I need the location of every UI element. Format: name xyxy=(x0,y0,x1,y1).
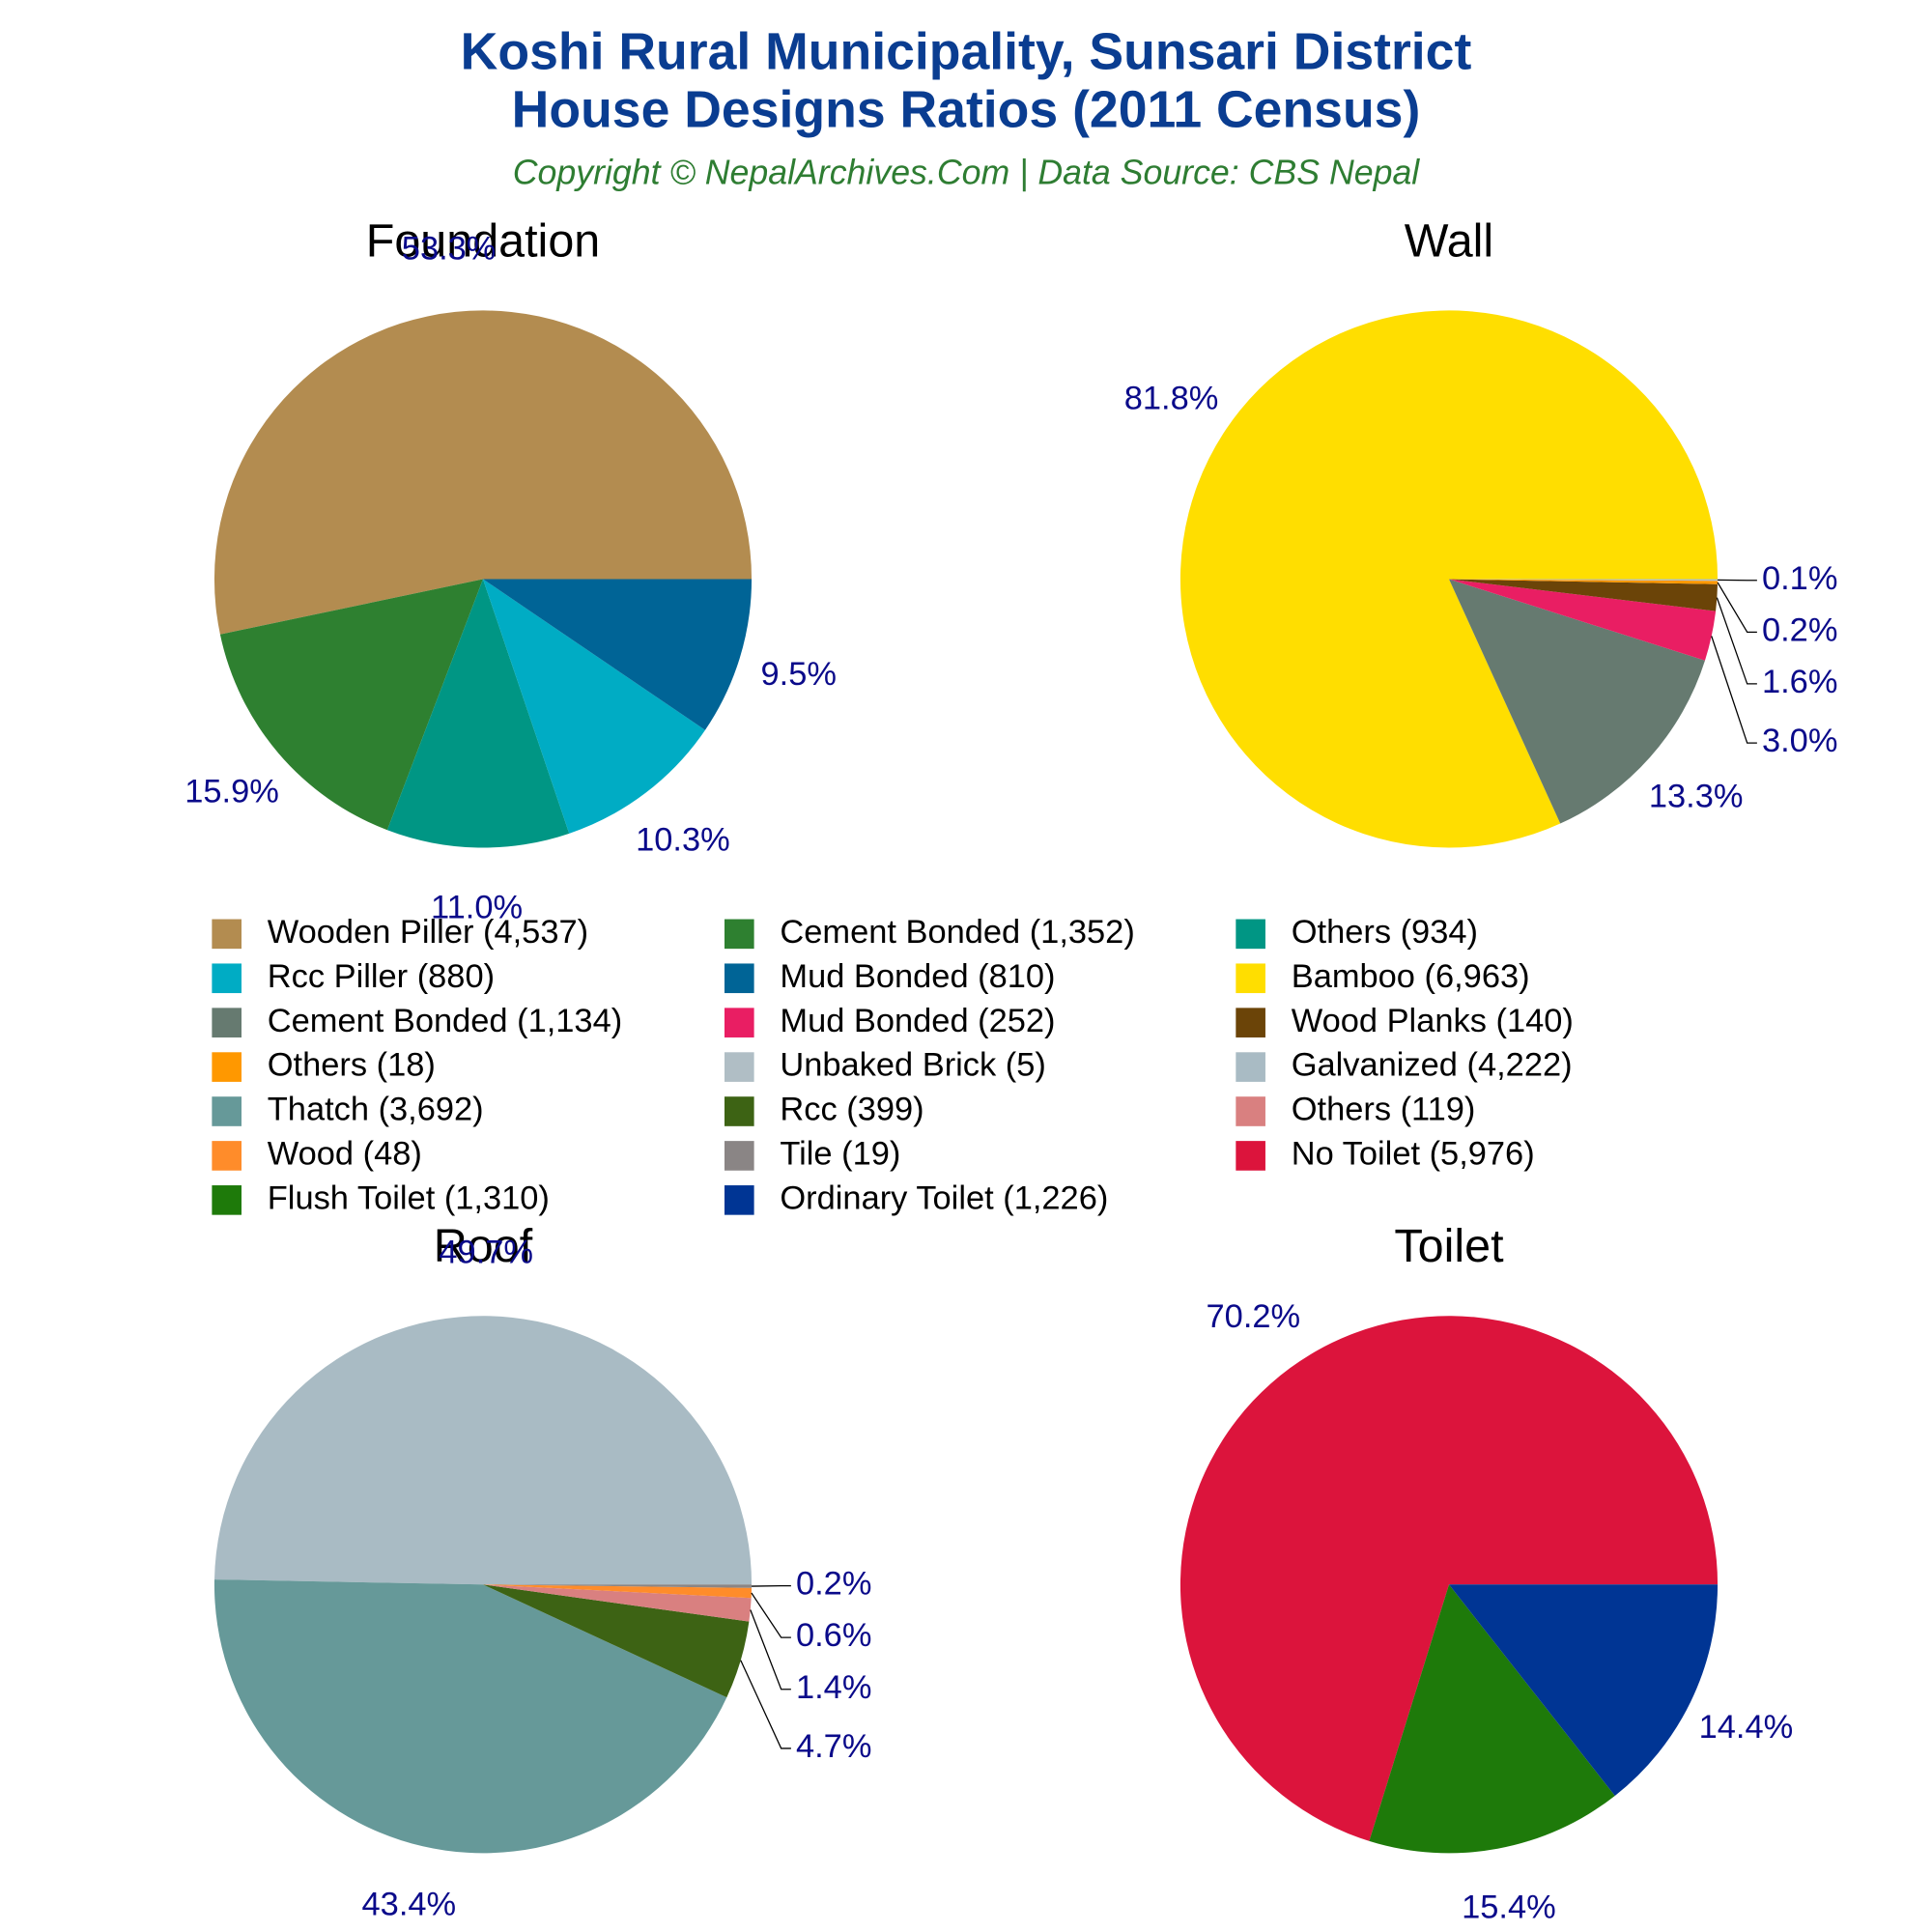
data-label: 4.7% xyxy=(796,1728,871,1765)
legend-swatch xyxy=(212,1008,242,1037)
leader-line xyxy=(1716,597,1757,685)
legend-swatch xyxy=(1236,1096,1265,1126)
data-label: 11.0% xyxy=(431,889,523,925)
legend-swatch xyxy=(724,963,754,994)
pie-slice xyxy=(483,579,705,834)
data-label: 0.1% xyxy=(1762,560,1837,597)
legend-swatch xyxy=(724,1052,754,1082)
data-label: 1.6% xyxy=(1762,664,1837,700)
pie-slice xyxy=(219,579,483,831)
legend-label: No Toilet (5,976) xyxy=(1292,1136,1535,1173)
legend-label: Thatch (3,692) xyxy=(268,1092,484,1128)
legend-label: Mud Bonded (252) xyxy=(780,1003,1055,1039)
legend-swatch xyxy=(724,1096,754,1126)
legend-swatch xyxy=(724,1008,754,1037)
pie-slice xyxy=(483,579,753,730)
data-label: 9.5% xyxy=(760,656,836,693)
legend-swatch xyxy=(212,1141,242,1171)
data-label: 0.2% xyxy=(1762,611,1837,648)
legend-swatch xyxy=(212,1096,242,1126)
pie-slice xyxy=(1449,579,1719,611)
data-label: 43.4% xyxy=(362,1887,457,1923)
legend-swatch xyxy=(724,1141,754,1171)
leader-line xyxy=(750,1609,791,1690)
pie-slice xyxy=(1179,310,1719,848)
legend-swatch xyxy=(724,919,754,950)
pie-slice xyxy=(1449,579,1705,824)
legend-swatch xyxy=(212,1185,242,1215)
pie-slice xyxy=(1449,579,1719,582)
data-label: 53.3% xyxy=(402,231,497,268)
leader-line xyxy=(740,1660,791,1749)
legend-label: Wood Planks (140) xyxy=(1292,1003,1574,1039)
legend-swatch xyxy=(1236,963,1265,994)
legend-label: Bamboo (6,963) xyxy=(1292,958,1530,995)
legend-label: Tile (19) xyxy=(780,1136,900,1173)
data-label: 70.2% xyxy=(1207,1298,1301,1335)
leader-line xyxy=(751,1592,791,1638)
legend-swatch xyxy=(1236,1008,1265,1037)
pie-slice xyxy=(1369,1584,1615,1854)
legend-label: Ordinary Toilet (1,226) xyxy=(780,1179,1108,1216)
legend-label: Wood (48) xyxy=(268,1136,422,1173)
pie-title: Foundation xyxy=(366,214,600,267)
pie-slice xyxy=(1449,1584,1719,1796)
legend-label: Others (119) xyxy=(1292,1092,1476,1128)
pie-slice xyxy=(1449,579,1717,661)
data-label: 3.0% xyxy=(1762,723,1837,759)
leader-line xyxy=(1717,582,1757,633)
pie-slice xyxy=(483,1584,750,1698)
legend-swatch xyxy=(1236,1052,1265,1082)
pie-slice xyxy=(483,1584,753,1599)
pie-slice xyxy=(213,1579,727,1854)
data-label: 81.8% xyxy=(1124,381,1219,417)
legend-label: Others (934) xyxy=(1292,914,1478,951)
data-label: 15.4% xyxy=(1462,1889,1556,1926)
legend-label: Cement Bonded (1,352) xyxy=(780,914,1134,951)
pie-slice xyxy=(1449,579,1719,584)
legend-label: Mud Bonded (810) xyxy=(780,958,1055,995)
pie-title: Roof xyxy=(434,1220,533,1272)
data-label: 10.3% xyxy=(636,822,730,859)
subtitle: Copyright © NepalArchives.Com | Data Sou… xyxy=(513,154,1421,192)
legend-label: Galvanized (4,222) xyxy=(1292,1047,1573,1084)
pie-slice xyxy=(386,579,570,848)
data-label: 49.7% xyxy=(439,1235,533,1271)
data-label: 13.3% xyxy=(1649,778,1744,814)
pie-slice xyxy=(1179,1316,1719,1841)
pie-slice xyxy=(483,1584,752,1622)
pie-slice xyxy=(213,310,753,635)
legend-swatch xyxy=(212,919,242,950)
data-label: 1.4% xyxy=(796,1669,871,1706)
legend-swatch xyxy=(212,963,242,994)
title-line: House Designs Ratios (2011 Census) xyxy=(512,82,1421,139)
data-label: 15.9% xyxy=(185,774,279,810)
legend-label: Flush Toilet (1,310) xyxy=(268,1179,550,1216)
pie-slice xyxy=(213,1316,753,1585)
legend-swatch xyxy=(724,1185,754,1215)
legend-label: Rcc Piller (880) xyxy=(268,958,495,995)
legend-label: Others (18) xyxy=(268,1047,436,1084)
leader-line xyxy=(1711,636,1757,744)
legend-swatch xyxy=(1236,1141,1265,1171)
pie-title: Toilet xyxy=(1394,1220,1504,1272)
pie-slice xyxy=(483,1584,753,1588)
legend-label: Wooden Piller (4,537) xyxy=(268,914,588,951)
data-label: 14.4% xyxy=(1699,1709,1794,1746)
legend-swatch xyxy=(212,1052,242,1082)
legend-swatch xyxy=(1236,919,1265,950)
data-label: 0.2% xyxy=(796,1566,871,1603)
data-label: 0.6% xyxy=(796,1617,871,1654)
pie-title: Wall xyxy=(1405,214,1493,267)
title-line: Koshi Rural Municipality, Sunsari Distri… xyxy=(461,24,1472,81)
legend-label: Rcc (399) xyxy=(780,1092,923,1128)
legend-label: Unbaked Brick (5) xyxy=(780,1047,1045,1084)
legend-label: Cement Bonded (1,134) xyxy=(268,1003,622,1039)
